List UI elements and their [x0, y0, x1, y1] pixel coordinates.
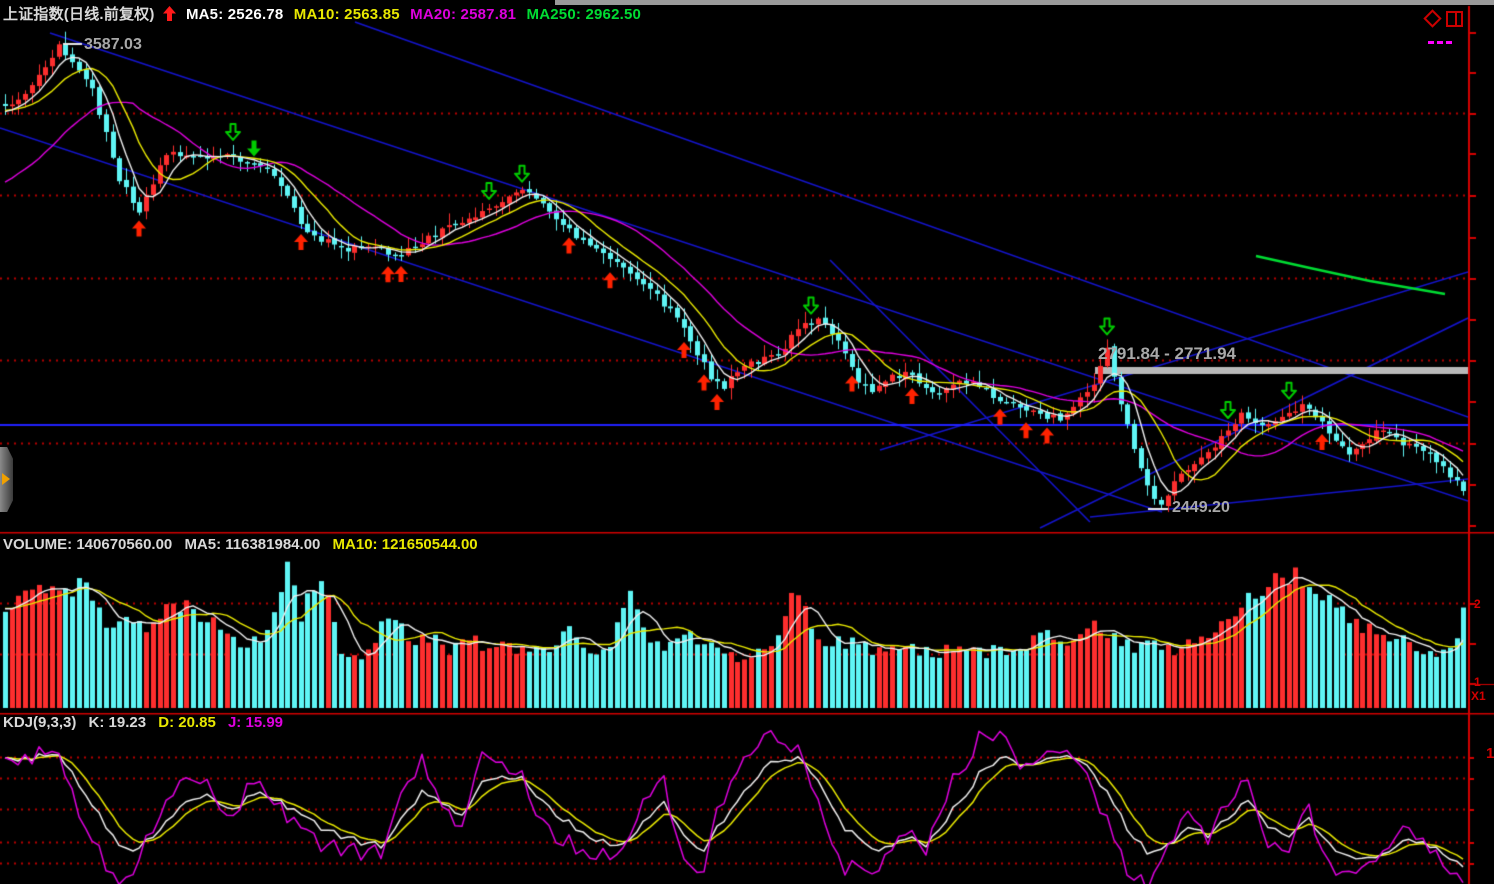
diamond-tool-icon[interactable]: [1423, 9, 1442, 28]
sidebar-expand-handle[interactable]: [0, 447, 13, 512]
pane-toolbar: [1423, 9, 1470, 37]
split-window-icon[interactable]: [1446, 11, 1463, 27]
window-top-edge: [555, 0, 1494, 5]
expand-arrow-icon: [2, 473, 10, 485]
more-options-dots-icon[interactable]: [1428, 31, 1455, 49]
